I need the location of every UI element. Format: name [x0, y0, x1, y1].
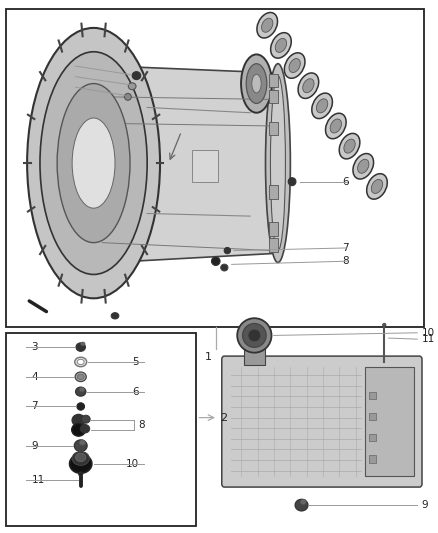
Bar	[365, 367, 413, 476]
Polygon shape	[85, 65, 278, 264]
Text: 2: 2	[220, 413, 227, 423]
Text: 3: 3	[73, 61, 80, 71]
Ellipse shape	[330, 119, 342, 133]
Bar	[6, 10, 424, 327]
Text: 10: 10	[421, 328, 434, 338]
Text: 4: 4	[73, 82, 80, 92]
Ellipse shape	[76, 387, 86, 396]
Text: 9: 9	[421, 500, 428, 510]
Ellipse shape	[295, 499, 308, 511]
Ellipse shape	[76, 453, 86, 462]
Ellipse shape	[74, 440, 87, 451]
Ellipse shape	[298, 73, 319, 99]
Bar	[269, 222, 278, 236]
Ellipse shape	[132, 71, 141, 79]
Ellipse shape	[224, 247, 230, 254]
Bar	[369, 392, 376, 399]
Ellipse shape	[77, 359, 84, 365]
Ellipse shape	[77, 403, 85, 410]
Bar	[192, 150, 218, 182]
Ellipse shape	[124, 93, 131, 100]
Bar	[369, 455, 376, 463]
Ellipse shape	[72, 415, 85, 426]
Ellipse shape	[271, 33, 291, 58]
Ellipse shape	[339, 133, 360, 159]
Ellipse shape	[257, 12, 278, 38]
Ellipse shape	[270, 76, 286, 251]
Ellipse shape	[212, 257, 220, 265]
Bar	[269, 238, 278, 252]
Text: 8: 8	[342, 256, 349, 266]
Ellipse shape	[75, 372, 86, 382]
Ellipse shape	[40, 52, 147, 274]
Text: 5: 5	[132, 357, 138, 367]
Ellipse shape	[221, 264, 228, 271]
Ellipse shape	[27, 28, 160, 298]
Ellipse shape	[353, 154, 374, 179]
Ellipse shape	[79, 440, 85, 445]
Ellipse shape	[288, 177, 296, 185]
Bar	[269, 74, 278, 87]
Ellipse shape	[316, 99, 328, 113]
Text: 11: 11	[421, 334, 435, 344]
Ellipse shape	[237, 318, 272, 353]
Bar	[244, 335, 265, 365]
Ellipse shape	[72, 423, 85, 436]
Text: 6: 6	[132, 386, 138, 397]
Ellipse shape	[76, 343, 85, 351]
Ellipse shape	[275, 38, 286, 52]
Ellipse shape	[289, 59, 300, 72]
Ellipse shape	[81, 415, 90, 423]
Ellipse shape	[80, 424, 90, 433]
Text: 9: 9	[32, 441, 38, 451]
Ellipse shape	[303, 79, 314, 93]
Text: 5: 5	[73, 71, 80, 82]
Text: 7: 7	[32, 401, 38, 411]
Text: 7: 7	[342, 243, 349, 253]
Ellipse shape	[72, 118, 115, 208]
Text: 10: 10	[125, 459, 138, 469]
Ellipse shape	[383, 323, 386, 326]
Text: 8: 8	[138, 420, 145, 430]
Ellipse shape	[367, 174, 387, 199]
Ellipse shape	[77, 374, 84, 379]
Text: 3: 3	[32, 342, 38, 352]
Bar	[269, 122, 278, 135]
Ellipse shape	[261, 18, 273, 33]
Ellipse shape	[72, 451, 89, 465]
Text: 4: 4	[32, 372, 38, 382]
Ellipse shape	[284, 53, 305, 78]
Ellipse shape	[357, 159, 369, 173]
Ellipse shape	[325, 113, 346, 139]
Ellipse shape	[300, 499, 306, 505]
Ellipse shape	[246, 63, 267, 103]
Ellipse shape	[252, 74, 261, 93]
Bar	[269, 90, 278, 103]
Ellipse shape	[78, 472, 83, 476]
Ellipse shape	[371, 180, 383, 193]
Bar	[6, 333, 197, 526]
Text: 1: 1	[205, 352, 212, 361]
Bar	[269, 185, 278, 199]
Ellipse shape	[243, 324, 266, 348]
Text: 11: 11	[32, 475, 45, 484]
FancyBboxPatch shape	[222, 356, 422, 487]
Ellipse shape	[312, 93, 332, 118]
Ellipse shape	[241, 54, 272, 113]
Ellipse shape	[57, 84, 130, 243]
Ellipse shape	[265, 63, 290, 263]
Ellipse shape	[111, 313, 119, 319]
Ellipse shape	[344, 139, 355, 153]
Text: 6: 6	[342, 176, 349, 187]
Bar	[369, 434, 376, 441]
Ellipse shape	[248, 329, 261, 342]
Ellipse shape	[128, 83, 136, 90]
Ellipse shape	[81, 342, 85, 346]
Ellipse shape	[75, 357, 87, 367]
Ellipse shape	[70, 454, 92, 473]
Ellipse shape	[79, 387, 85, 392]
Bar	[369, 413, 376, 420]
